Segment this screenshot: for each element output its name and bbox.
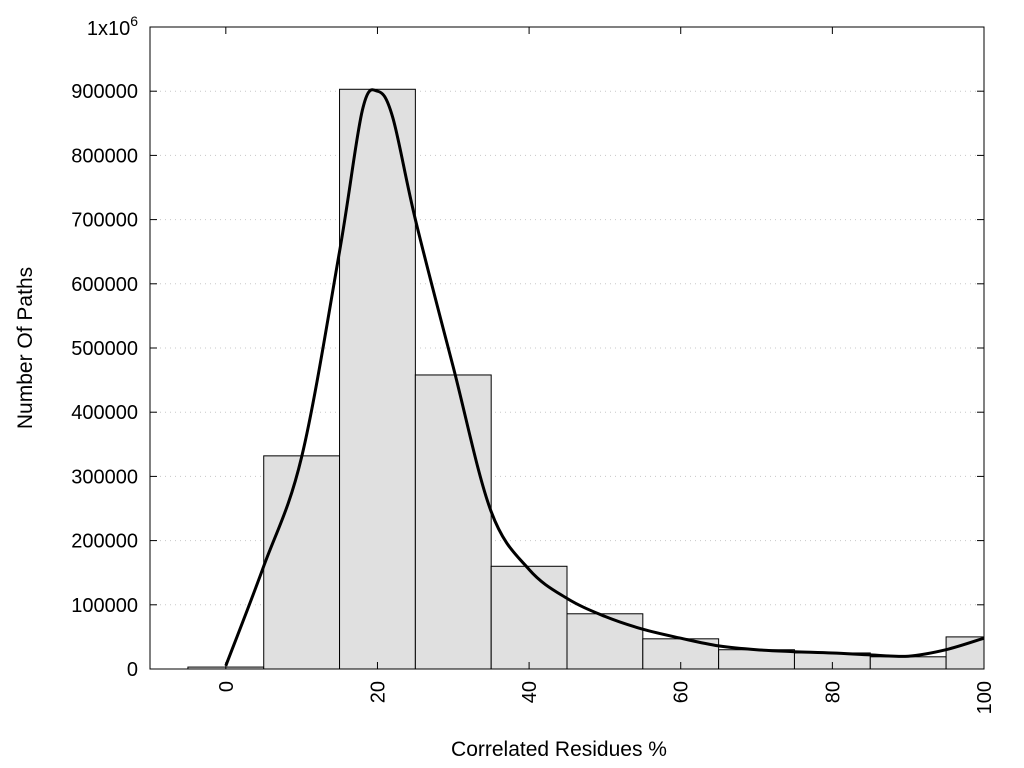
histogram-bars [187, 88, 985, 670]
histogram-bar [566, 613, 644, 670]
density-curve [224, 88, 985, 667]
x-tick-label: 100 [974, 681, 996, 714]
y-tick-label: 0 [127, 659, 138, 681]
y-top-tick-label: 1x106 [87, 13, 138, 40]
x-axis-title: Correlated Residues % [451, 738, 667, 761]
x-tick-label: 40 [519, 681, 541, 703]
y-tick-label: 700000 [71, 210, 138, 232]
histogram-bar [414, 374, 492, 670]
y-tick-label: 300000 [71, 466, 138, 488]
axis-ticks [150, 26, 985, 670]
x-tick-labels: 0 20 40 60 80 100 [216, 681, 996, 714]
y-top-base: 1x10 [87, 18, 130, 40]
y-top-exponent: 6 [130, 13, 138, 29]
y-tick-label: 900000 [71, 81, 138, 103]
y-tick-label: 100000 [71, 595, 138, 617]
histogram-bar [490, 565, 568, 670]
y-tick-label: 800000 [71, 145, 138, 167]
x-tick-label: 20 [367, 681, 389, 703]
y-tick-label: 500000 [71, 338, 138, 360]
y-tick-label: 200000 [71, 531, 138, 553]
histogram-bar [263, 455, 341, 670]
histogram-bar [945, 636, 985, 670]
grid-lines [150, 90, 984, 606]
histogram-bar [339, 88, 416, 670]
y-axis-title: Number Of Paths [14, 267, 37, 429]
x-tick-label: 0 [216, 681, 238, 692]
y-tick-label: 600000 [71, 274, 138, 296]
density-curve-layer [224, 88, 985, 667]
y-tick-label: 400000 [71, 402, 138, 424]
y-tick-labels: 0 100000 200000 300000 400000 500000 600000 700… [71, 81, 138, 681]
x-tick-label: 60 [671, 681, 693, 703]
histogram-bar [869, 656, 947, 670]
x-tick-label: 80 [822, 681, 844, 703]
